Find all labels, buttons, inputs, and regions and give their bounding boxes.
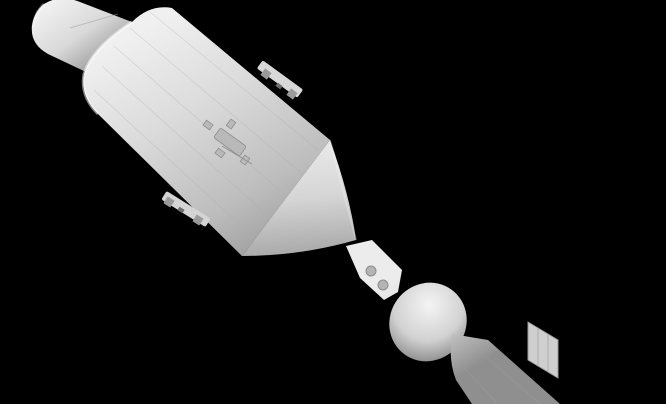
engine-cone [242,139,357,256]
solar-panel [527,321,559,379]
thruster-quad-upper [257,61,303,100]
orbital-module [389,282,467,362]
thruster-quad-lower [162,191,210,227]
hatch-detail [202,118,253,166]
descent-module [450,334,560,404]
docking-module [31,0,132,72]
command-service-module [81,7,330,257]
docking-adapter [346,240,402,300]
